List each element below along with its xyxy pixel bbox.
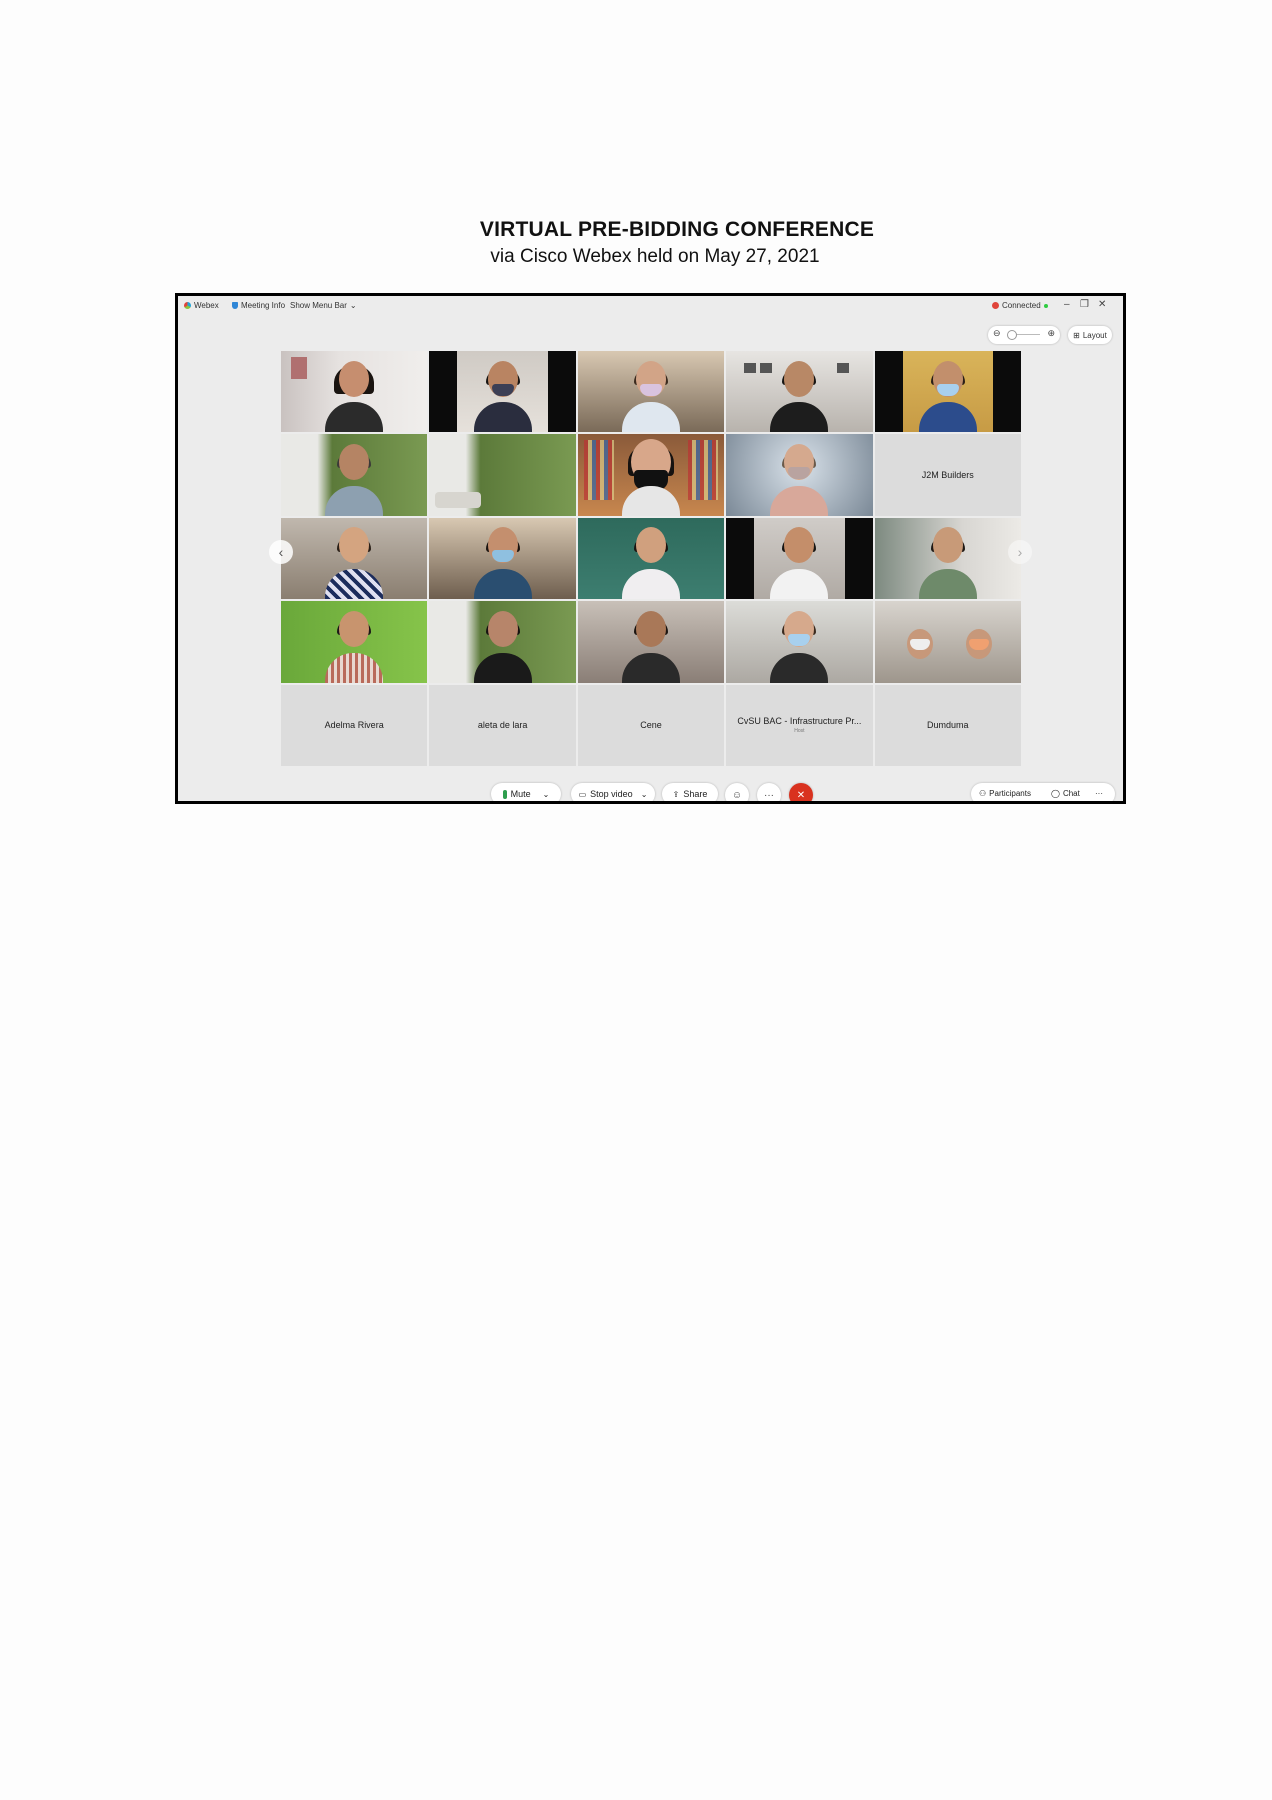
chevron-right-icon[interactable]: ›	[1008, 540, 1032, 564]
stop-video-label: Stop video	[590, 789, 633, 799]
video-tile[interactable]	[281, 517, 428, 600]
video-tile[interactable]	[577, 351, 725, 433]
restore-icon[interactable]: ❐	[1080, 299, 1089, 310]
document-subtitle: via Cisco Webex held on May 27, 2021	[490, 246, 820, 267]
shield-icon	[232, 302, 238, 309]
connected-dot-icon	[1043, 303, 1048, 308]
connection-status[interactable]: Connected	[992, 301, 1048, 310]
more-icon[interactable]: ···	[1095, 789, 1103, 798]
meeting-info-label: Meeting Info	[241, 301, 286, 310]
participants-label: Participants	[989, 789, 1031, 798]
show-menu-bar-label: Show Menu Bar	[290, 301, 347, 310]
chevron-left-icon[interactable]: ‹	[269, 540, 293, 564]
share-icon: ⇪	[672, 789, 680, 799]
app-name: Webex	[194, 301, 219, 310]
zoom-in-icon[interactable]: ⊕	[1047, 328, 1055, 338]
share-label: Share	[683, 789, 708, 799]
video-tile[interactable]	[429, 351, 576, 433]
name-tile-j2m-builders[interactable]: J2M Builders	[874, 434, 1021, 516]
layout-grid-icon: ⊞	[1073, 330, 1080, 340]
layout-label: Layout	[1082, 330, 1107, 340]
name-tile-dumduma[interactable]: Dumduma	[874, 684, 1021, 766]
zoom-control[interactable]: ⊖ ⊕	[988, 326, 1060, 344]
show-menu-bar-button[interactable]: Show Menu Bar ⌄	[290, 301, 357, 310]
end-call-icon[interactable]: ✕	[789, 783, 813, 801]
participant-name: aleta de lara	[477, 720, 528, 731]
video-tile[interactable]	[281, 434, 428, 516]
video-tile[interactable]	[577, 517, 725, 600]
chevron-down-icon[interactable]: ⌄	[640, 789, 648, 799]
video-tile[interactable]	[577, 601, 725, 683]
mute-label: Mute	[510, 789, 531, 799]
video-tile[interactable]	[429, 434, 576, 516]
video-camera-icon: ▭	[578, 789, 587, 799]
close-icon[interactable]: ✕	[1098, 299, 1107, 310]
participant-name: Dumduma	[927, 720, 969, 731]
video-tile[interactable]	[874, 601, 1021, 683]
share-button[interactable]: ⇪ Share	[662, 783, 718, 801]
participant-name: CvSU BAC - Infrastructure Pr...	[737, 716, 862, 727]
meeting-info-button[interactable]: Meeting Info	[232, 301, 285, 310]
video-tile[interactable]	[874, 517, 1021, 600]
webex-screenshot: Webex Meeting Info Show Menu Bar ⌄ Conne…	[175, 293, 1126, 804]
video-tile[interactable]	[429, 517, 576, 600]
participant-name: J2M Builders	[921, 470, 974, 481]
more-icon[interactable]: ···	[757, 783, 781, 801]
app-label: Webex	[184, 301, 219, 310]
video-tile[interactable]	[726, 517, 873, 600]
chevron-down-icon: ⌄	[349, 301, 357, 310]
video-tile[interactable]	[726, 601, 873, 683]
zoom-slider-track[interactable]	[1008, 334, 1040, 335]
video-tile[interactable]	[726, 351, 873, 433]
chat-label: Chat	[1062, 789, 1080, 798]
participant-name: Cene	[640, 720, 662, 731]
name-tile-cvsu-bac[interactable]: CvSU BAC - Infrastructure Pr... Host	[726, 684, 873, 766]
webex-logo-icon	[184, 302, 191, 309]
video-tile[interactable]	[281, 601, 428, 683]
name-tile-aleta-de-lara[interactable]: aleta de lara	[429, 684, 576, 766]
video-tile[interactable]	[281, 351, 428, 433]
reactions-icon[interactable]: ☺	[725, 783, 749, 801]
name-tile-cene[interactable]: Cene	[577, 684, 725, 766]
document-title: VIRTUAL PRE-BIDDING CONFERENCE	[479, 218, 875, 241]
recording-icon	[992, 302, 999, 309]
video-tile[interactable]	[726, 434, 873, 516]
video-tile[interactable]	[874, 351, 1021, 433]
right-toolbar: ⚇ Participants ◯ Chat ···	[971, 783, 1115, 801]
name-tile-adelma-rivera[interactable]: Adelma Rivera	[281, 684, 428, 766]
participants-button[interactable]: ⚇ Participants	[979, 789, 1031, 798]
video-tile[interactable]	[429, 601, 576, 683]
minimize-icon[interactable]: –	[1064, 299, 1070, 310]
chevron-down-icon[interactable]: ⌄	[542, 789, 550, 799]
stop-video-button[interactable]: ▭ Stop video ⌄	[571, 783, 655, 801]
chat-button[interactable]: ◯ Chat	[1051, 789, 1080, 798]
participants-icon: ⚇	[979, 789, 987, 798]
video-tile[interactable]	[577, 434, 725, 516]
layout-button[interactable]: ⊞ Layout	[1068, 326, 1112, 344]
participant-name: Adelma Rivera	[324, 720, 384, 731]
title-bar: Webex Meeting Info Show Menu Bar ⌄ Conne…	[178, 296, 1123, 316]
mute-button[interactable]: Mute ⌄	[491, 783, 561, 801]
zoom-out-icon[interactable]: ⊖	[993, 328, 1001, 338]
microphone-icon	[502, 789, 507, 799]
chat-icon: ◯	[1051, 789, 1060, 798]
participant-role: Host	[794, 728, 805, 735]
connection-status-label: Connected	[1002, 301, 1041, 310]
participant-grid: J2M Builders	[281, 351, 1021, 766]
zoom-slider-handle[interactable]	[1007, 330, 1017, 340]
